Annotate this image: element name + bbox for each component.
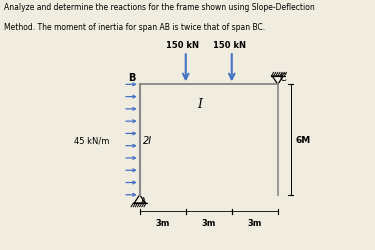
Text: Method. The moment of inertia for span AB is twice that of span BC.: Method. The moment of inertia for span A…: [4, 22, 265, 32]
Text: Analyze and determine the reactions for the frame shown using Slope-Deflection: Analyze and determine the reactions for …: [4, 2, 315, 12]
Text: 2I: 2I: [143, 135, 153, 145]
Text: 3m: 3m: [202, 218, 216, 227]
Text: 3m: 3m: [248, 218, 262, 227]
Text: 150 kN: 150 kN: [213, 41, 246, 50]
Text: B: B: [128, 73, 135, 83]
Text: I: I: [197, 98, 202, 111]
Text: A: A: [141, 196, 146, 205]
Text: 3m: 3m: [156, 218, 170, 227]
Text: C: C: [280, 72, 286, 82]
Text: 45 kN/m: 45 kN/m: [74, 136, 110, 144]
Text: 150 kN: 150 kN: [166, 41, 200, 50]
Text: 6M: 6M: [295, 136, 310, 144]
